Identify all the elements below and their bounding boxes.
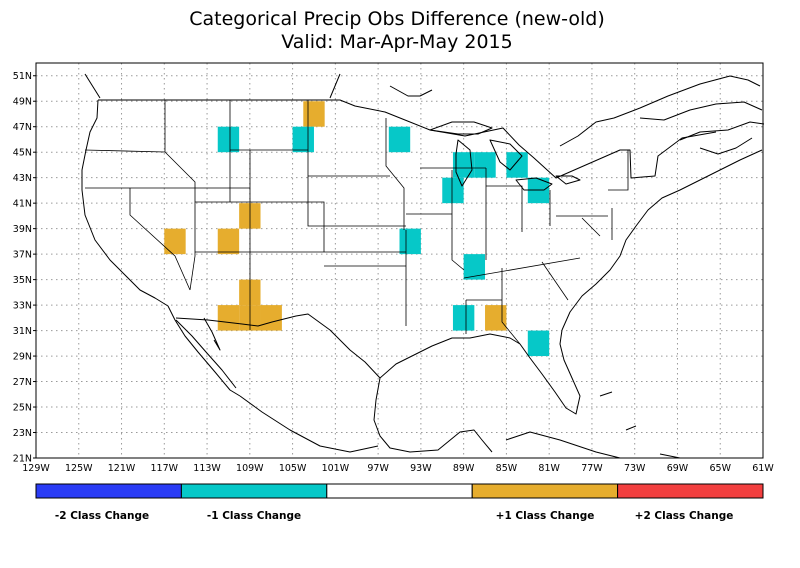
cell-plus1 (164, 228, 186, 255)
cell-minus1 (388, 126, 411, 153)
lat-tick-label: 23N (13, 428, 32, 439)
lon-tick-label: 69W (667, 463, 689, 474)
lat-tick-label: 37N (13, 250, 32, 261)
lon-tick-label: 89W (453, 463, 475, 474)
lon-tick-label: 113W (193, 463, 221, 474)
cuba-and-islands (505, 391, 681, 459)
state-boundaries (84, 100, 629, 345)
lat-tick-label: 49N (13, 97, 32, 108)
gulf-coast (379, 329, 581, 415)
lat-tick-label: 35N (13, 275, 32, 286)
lon-tick-label: 77W (581, 463, 603, 474)
lon-tick-label: 97W (367, 463, 389, 474)
latitude-labels: 51N 49N 47N 45N 43N 41N 39N 37N 35N 33N 31N 29N 27N 2… (13, 71, 36, 465)
legend-label-plus1: +1 Class Change (496, 510, 595, 522)
east-coast (561, 149, 763, 331)
map-frame (35, 62, 764, 459)
cell-minus1 (474, 152, 496, 178)
map-title: Categorical Precip Obs Difference (new-o… (189, 8, 604, 30)
cell-plus1 (217, 305, 240, 331)
cell-minus1 (399, 228, 421, 255)
graticule-grid (36, 63, 763, 458)
cell-plus1 (485, 305, 507, 331)
lat-tick-label: 31N (13, 326, 32, 337)
lon-tick-label: 117W (151, 463, 179, 474)
cell-plus1 (217, 228, 240, 255)
legend-swatch (35, 483, 182, 499)
legend-label-plus2: +2 Class Change (635, 510, 734, 522)
cell-minus1 (506, 152, 528, 178)
basemap-outlines (81, 73, 765, 459)
us-canada-border (98, 99, 717, 179)
legend-swatch (617, 483, 764, 499)
lat-tick-label: 47N (13, 122, 32, 133)
cell-minus1 (452, 305, 475, 331)
legend-swatch (180, 483, 328, 499)
lat-tick-label: 39N (13, 224, 32, 235)
legend-swatch (326, 483, 473, 499)
lon-tick-label: 105W (279, 463, 307, 474)
lon-tick-label: 101W (322, 463, 350, 474)
cell-plus1 (303, 101, 325, 127)
cell-minus1 (463, 254, 486, 280)
lat-tick-label: 45N (13, 148, 32, 159)
mexico-coast (239, 377, 493, 453)
cell-minus1 (292, 126, 314, 153)
cell-plus1 (260, 305, 282, 331)
canada-outline (84, 73, 765, 155)
lat-tick-label: 21N (13, 454, 32, 465)
lon-tick-label: 121W (108, 463, 136, 474)
lon-tick-label: 61W (752, 463, 774, 474)
lat-tick-label: 27N (13, 377, 32, 388)
cell-minus1 (527, 330, 550, 357)
lon-tick-label: 93W (410, 463, 432, 474)
legend-label-minus1: -1 Class Change (207, 510, 301, 522)
lat-tick-label: 25N (13, 403, 32, 414)
lat-tick-label: 41N (13, 199, 32, 210)
great-lakes (429, 121, 581, 191)
lat-tick-label: 43N (13, 173, 32, 184)
lon-tick-label: 125W (65, 463, 93, 474)
west-coast (81, 99, 241, 397)
baja-peninsula (175, 317, 237, 389)
lon-tick-label: 109W (236, 463, 264, 474)
cell-minus1 (452, 152, 475, 178)
lat-tick-label: 51N (13, 71, 32, 82)
legend-labels: -2 Class Change -1 Class Change +1 Class… (55, 510, 733, 522)
lon-tick-label: 65W (709, 463, 731, 474)
legend-label-minus2: -2 Class Change (55, 510, 149, 522)
lon-tick-label: 81W (538, 463, 560, 474)
cell-minus1 (442, 177, 464, 204)
cell-minus1 (217, 126, 240, 153)
lon-tick-label: 85W (496, 463, 518, 474)
lon-tick-label: 129W (22, 463, 50, 474)
us-mexico-border (175, 313, 381, 379)
lon-tick-label: 73W (624, 463, 646, 474)
lat-tick-label: 33N (13, 301, 32, 312)
longitude-labels: 129W 125W 121W 117W 113W 109W 105W 101W 97W 93W 89… (22, 463, 774, 474)
legend-swatch (471, 483, 619, 499)
legend-colorbar (35, 483, 764, 499)
map-subtitle: Valid: Mar-Apr-May 2015 (281, 31, 512, 53)
lat-tick-label: 29N (13, 352, 32, 363)
